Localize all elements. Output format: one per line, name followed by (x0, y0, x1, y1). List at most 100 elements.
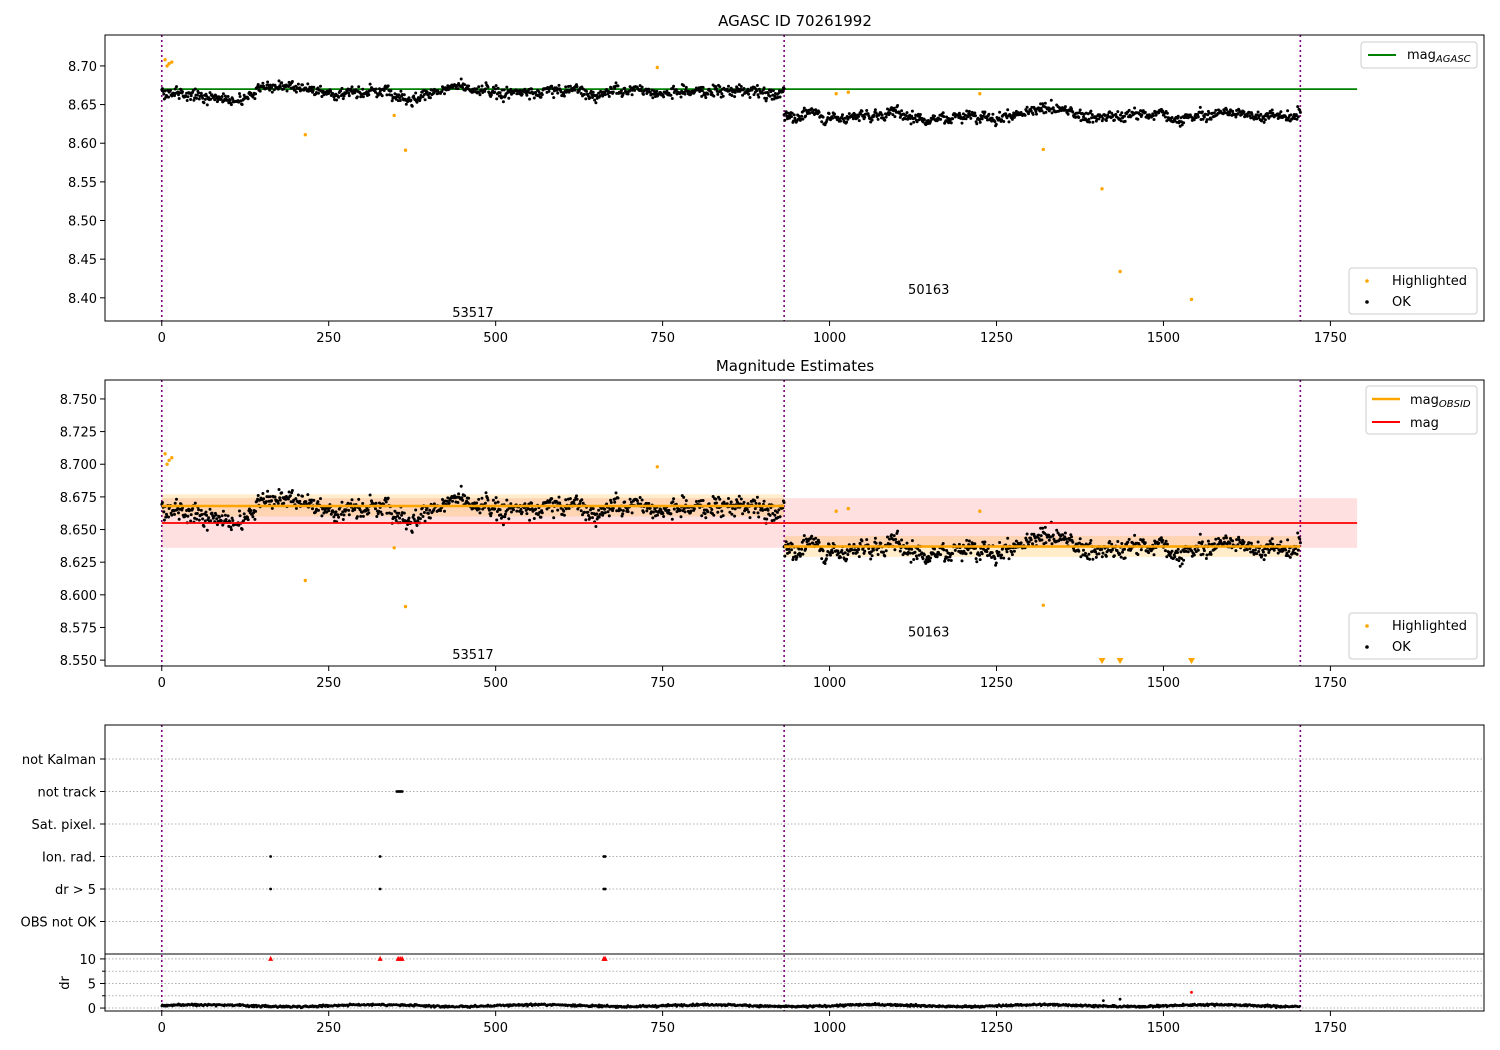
ok-point (240, 527, 244, 531)
ok-point (1253, 548, 1257, 552)
ok-point (223, 513, 227, 517)
ok-point (787, 547, 791, 551)
ok-point (623, 500, 627, 504)
ok-point (376, 512, 380, 516)
ok-point (647, 502, 651, 505)
ok-point (993, 120, 997, 124)
ok-point (278, 496, 282, 500)
ok-point (918, 549, 922, 553)
ok-point (1019, 541, 1023, 545)
ok-point (240, 103, 244, 106)
ok-point (1143, 110, 1147, 114)
ok-point (757, 502, 761, 506)
ok-point (898, 549, 902, 553)
ok-point (398, 99, 402, 102)
ok-point (1040, 538, 1044, 542)
ok-point (1177, 559, 1181, 563)
ok-point (1101, 117, 1105, 120)
legend-label-ok-2: OK (1392, 640, 1411, 655)
obsid-label: 50163 (908, 283, 949, 298)
ok-point (1204, 557, 1208, 560)
ok-point (737, 494, 741, 498)
ok-point (270, 506, 274, 510)
ok-point (583, 510, 586, 514)
ok-point (576, 507, 580, 511)
ok-point (209, 519, 213, 523)
ok-point (1209, 117, 1213, 121)
ok-point (846, 553, 850, 556)
ok-point (1266, 112, 1270, 116)
ok-point (998, 541, 1002, 544)
ok-point (550, 509, 554, 513)
ok-point (633, 88, 637, 92)
ok-point (721, 514, 725, 518)
ok-point (912, 558, 916, 561)
ok-point (642, 510, 645, 514)
ok-point (760, 506, 764, 510)
ok-point (882, 550, 885, 554)
ok-point (915, 557, 919, 561)
ok-point (486, 85, 490, 89)
ok-point (714, 497, 718, 501)
ok-point (700, 89, 704, 93)
ok-point (910, 539, 914, 543)
ok-point (975, 122, 979, 126)
ok-point (965, 109, 969, 113)
legend-label-highlighted-2: Highlighted (1392, 619, 1467, 634)
ok-point (939, 553, 943, 557)
ok-point (347, 94, 351, 98)
ok-point (1182, 558, 1186, 562)
ok-point (361, 514, 365, 518)
ok-point (781, 90, 785, 94)
ok-point (1225, 108, 1228, 112)
ok-point (727, 84, 730, 88)
ok-point (1222, 536, 1226, 540)
legend-sub-agasc: AGASC (1435, 54, 1471, 65)
magnitude-y-tick-label: 8.625 (60, 556, 97, 571)
ok-point (177, 97, 181, 100)
ok-point (929, 119, 932, 123)
ok-point (873, 536, 877, 540)
obsid-label: 50163 (908, 626, 949, 641)
ok-point (532, 96, 536, 100)
ok-point (296, 82, 300, 86)
ok-point (242, 512, 246, 516)
ok-point (264, 86, 268, 90)
ok-point (680, 89, 684, 93)
ok-point (958, 113, 962, 117)
ok-point (162, 518, 166, 522)
ok-point (908, 551, 912, 555)
ok-point (964, 552, 968, 556)
ok-point (493, 507, 497, 511)
ok-point (831, 551, 834, 555)
ok-point (254, 509, 258, 513)
ok-point (494, 84, 498, 88)
ok-point (858, 541, 862, 545)
ok-point (357, 85, 361, 89)
ok-point (978, 120, 982, 124)
ok-point (701, 85, 705, 89)
highlighted-point (303, 133, 307, 137)
ok-point (507, 517, 511, 521)
ok-point (587, 514, 590, 517)
legend-label-mag: mag (1410, 416, 1439, 431)
ok-point (177, 511, 180, 515)
ok-point (545, 507, 549, 511)
ok-point (915, 120, 919, 124)
ok-point (1126, 540, 1130, 544)
ok-point (597, 91, 601, 95)
ok-point (941, 111, 945, 115)
ok-point (515, 509, 519, 513)
ok-point (238, 95, 242, 98)
ok-point (628, 497, 632, 501)
ok-point (756, 511, 760, 515)
ok-point (341, 510, 345, 514)
ok-point (270, 499, 274, 503)
ok-point (843, 116, 847, 120)
ok-point (703, 512, 707, 516)
ok-point (712, 513, 716, 517)
ok-point (1061, 533, 1065, 537)
ok-point (710, 91, 714, 95)
ok-point (202, 524, 206, 528)
ok-point (1231, 109, 1235, 113)
